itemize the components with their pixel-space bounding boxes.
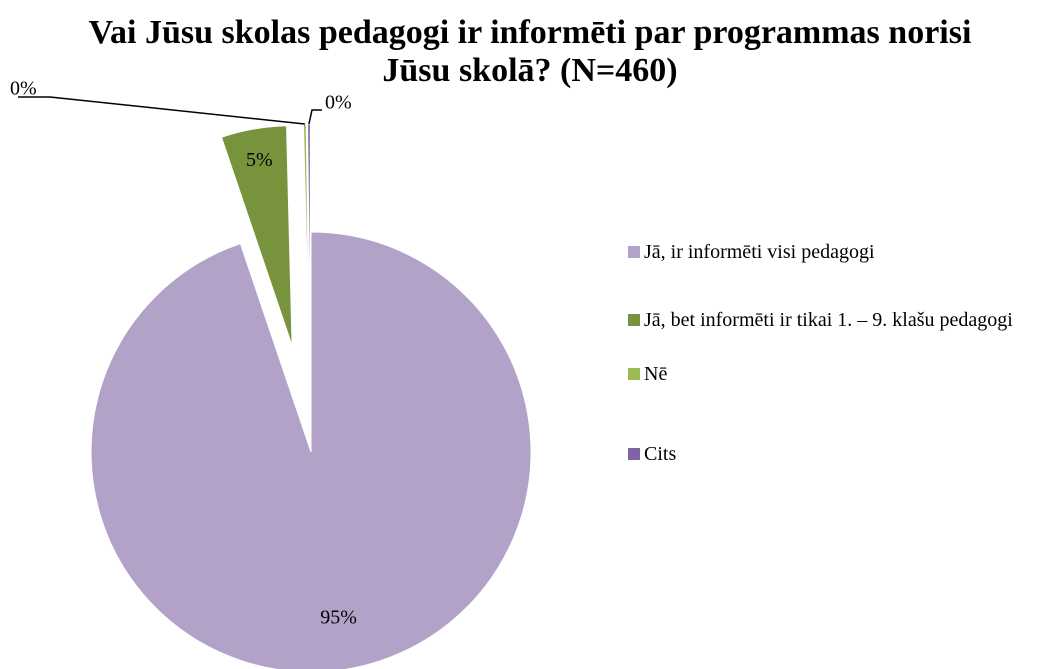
data-label: 0% <box>10 78 37 100</box>
pie-slice <box>307 123 311 345</box>
legend-swatch <box>628 448 640 460</box>
data-label: 95% <box>320 607 357 629</box>
legend-item: Jā, ir informēti visi pedagogi <box>628 238 1048 266</box>
legend-label: Cits <box>644 443 677 465</box>
legend: Jā, ir informēti visi pedagogi Jā, bet in… <box>628 238 1048 468</box>
legend-swatch <box>628 368 640 380</box>
pie-slice <box>90 231 532 669</box>
legend-item: Cits <box>628 440 1048 468</box>
leader-line <box>18 96 305 125</box>
legend-label: Jā, bet informēti ir tikai 1. – 9. klašu… <box>644 309 1013 331</box>
data-label: 5% <box>246 149 273 171</box>
legend-swatch <box>628 246 640 258</box>
leader-line <box>308 109 322 125</box>
legend-swatch <box>628 314 640 326</box>
legend-item: Jā, bet informēti ir tikai 1. – 9. klašu… <box>628 306 1048 334</box>
data-label: 0% <box>325 92 352 114</box>
chart-title: Vai Jūsu skolas pedagogi ir informēti pa… <box>88 14 972 89</box>
legend-item: Nē <box>628 360 1048 388</box>
pie-slice <box>220 125 293 346</box>
legend-label: Nē <box>644 363 668 385</box>
legend-label: Jā, ir informēti visi pedagogi <box>644 241 875 263</box>
